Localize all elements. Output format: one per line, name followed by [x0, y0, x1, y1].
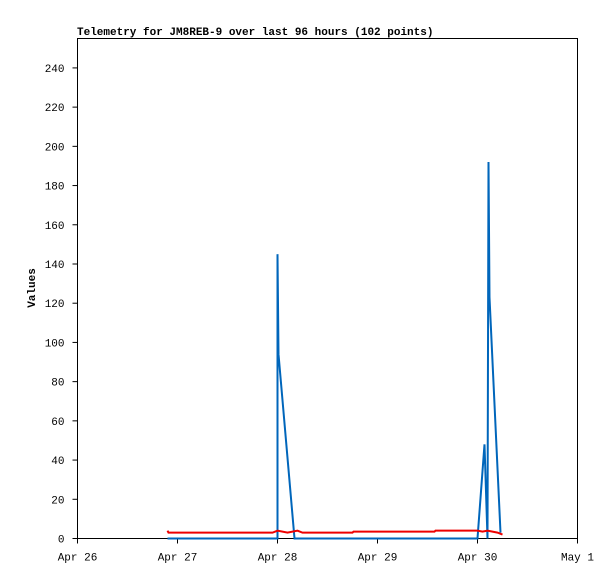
x-tick-label: Apr 28: [258, 553, 298, 565]
y-tick-label: 160: [45, 221, 65, 233]
series-line: [167, 162, 502, 540]
y-tick-label: 60: [51, 417, 64, 429]
y-tick-label: 40: [51, 456, 64, 468]
y-tick-label: 0: [58, 535, 65, 547]
y-tick-label: 220: [45, 103, 65, 115]
y-tick-label: 200: [45, 142, 65, 154]
y-tick-label: 20: [51, 495, 64, 507]
x-tick-label: Apr 26: [58, 553, 98, 565]
x-tick-label: Apr 30: [458, 553, 498, 565]
chart-title: Telemetry for JM8REB-9 over last 96 hour…: [77, 27, 433, 39]
y-axis-label: Values: [27, 268, 39, 308]
y-tick-label: 100: [45, 338, 65, 350]
y-tick-label: 120: [45, 299, 65, 311]
y-tick-label: 180: [45, 182, 65, 194]
x-tick-label: May 1: [561, 553, 594, 565]
x-tick-label: Apr 27: [158, 553, 198, 565]
y-tick-label: 80: [51, 378, 64, 390]
y-tick-label: 140: [45, 260, 65, 272]
series-line: [166, 529, 503, 536]
y-tick-label: 240: [45, 64, 65, 76]
x-tick-label: Apr 29: [358, 553, 398, 565]
